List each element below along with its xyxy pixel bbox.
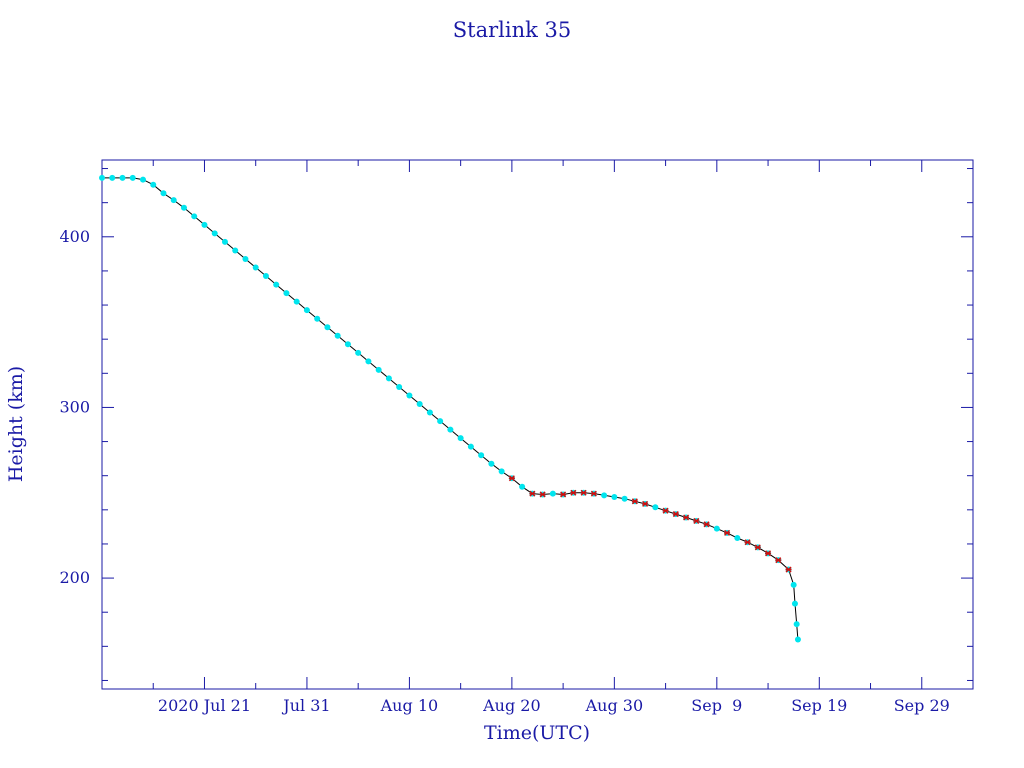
data-point [191,213,198,220]
data-point [794,636,801,643]
y-tick-label: 400 [59,227,90,246]
data-point [293,298,300,305]
series-marked-points [508,475,792,573]
marked-point [529,490,536,497]
marked-point [785,566,792,573]
data-point [139,176,146,183]
marked-point [724,529,731,536]
marked-point [580,489,587,496]
data-point [426,409,433,416]
data-point [519,483,526,490]
data-point [488,460,495,467]
x-tick-label: Aug 10 [380,696,439,715]
data-point [734,534,741,541]
x-axis-ticks [152,160,923,689]
x-tick-label: Sep 9 [691,696,742,715]
x-axis-tick-labels: 2020 Jul 21 Jul 31 Aug 10 Aug 20 Aug 30 Sep 9… [158,696,950,715]
data-point [170,197,177,204]
marked-point [672,511,679,518]
data-point [221,238,228,245]
data-point [437,418,444,425]
series-line [102,177,799,640]
data-point [355,349,362,356]
data-point [467,443,474,450]
data-point [273,281,280,288]
marked-point [765,550,772,557]
data-point [457,435,464,442]
data-point [790,581,797,588]
data-point [324,324,331,331]
marked-point [570,489,577,496]
data-point [652,504,659,511]
data-point [447,426,454,433]
data-point [232,247,239,254]
data-point [621,495,628,502]
chart-title: Starlink 35 [453,18,571,42]
data-point [150,181,157,188]
data-point [314,315,321,322]
data-point [119,174,126,181]
x-tick-label: Aug 30 [585,696,644,715]
x-tick-label: Sep 29 [894,696,950,715]
x-axis-label: Time(UTC) [484,722,590,744]
x-tick-label: Jul 31 [281,696,330,715]
plot-frame [101,159,974,690]
marked-point [590,490,597,497]
marked-point [631,498,638,505]
y-tick-label: 300 [59,397,90,416]
data-point [242,255,249,262]
data-point [396,383,403,390]
marked-point [754,544,761,551]
y-axis-label: Height (km) [5,366,27,482]
data-point [344,341,351,348]
marked-point [662,507,669,514]
x-tick-label: Aug 20 [482,696,541,715]
data-point [793,621,800,628]
y-tick-label: 200 [59,568,90,587]
data-point [211,230,218,237]
data-point [283,290,290,297]
data-point [180,204,187,211]
data-point [611,494,618,501]
data-point [365,358,372,365]
data-point [791,600,798,607]
data-point [99,174,105,181]
data-point [406,392,413,399]
marked-point [775,557,782,564]
marked-point [508,475,515,482]
data-point [303,307,310,314]
data-point [334,332,341,339]
marked-point [693,517,700,524]
data-point [601,492,608,499]
data-point [252,264,259,271]
data-point [549,490,556,497]
data-point [262,273,269,280]
data-point [713,525,720,532]
data-point [375,366,382,373]
marked-point [539,491,546,498]
data-point [109,174,116,181]
series-points [99,174,801,643]
data-point [160,190,167,197]
marked-point [703,521,710,528]
marked-point [744,539,751,546]
data-point [129,174,136,181]
data-point [478,452,485,459]
data-point [416,401,423,408]
y-axis-tick-labels: 200 300 400 [59,227,90,587]
data-point [201,221,208,228]
y-axis-ticks [102,168,973,681]
data-point [385,375,392,382]
data-point [498,468,505,475]
x-tick-label: Sep 19 [791,696,847,715]
x-tick-label: 2020 Jul 21 [158,696,251,715]
marked-point [683,514,690,521]
marked-point [560,491,567,498]
marked-point [642,500,649,507]
